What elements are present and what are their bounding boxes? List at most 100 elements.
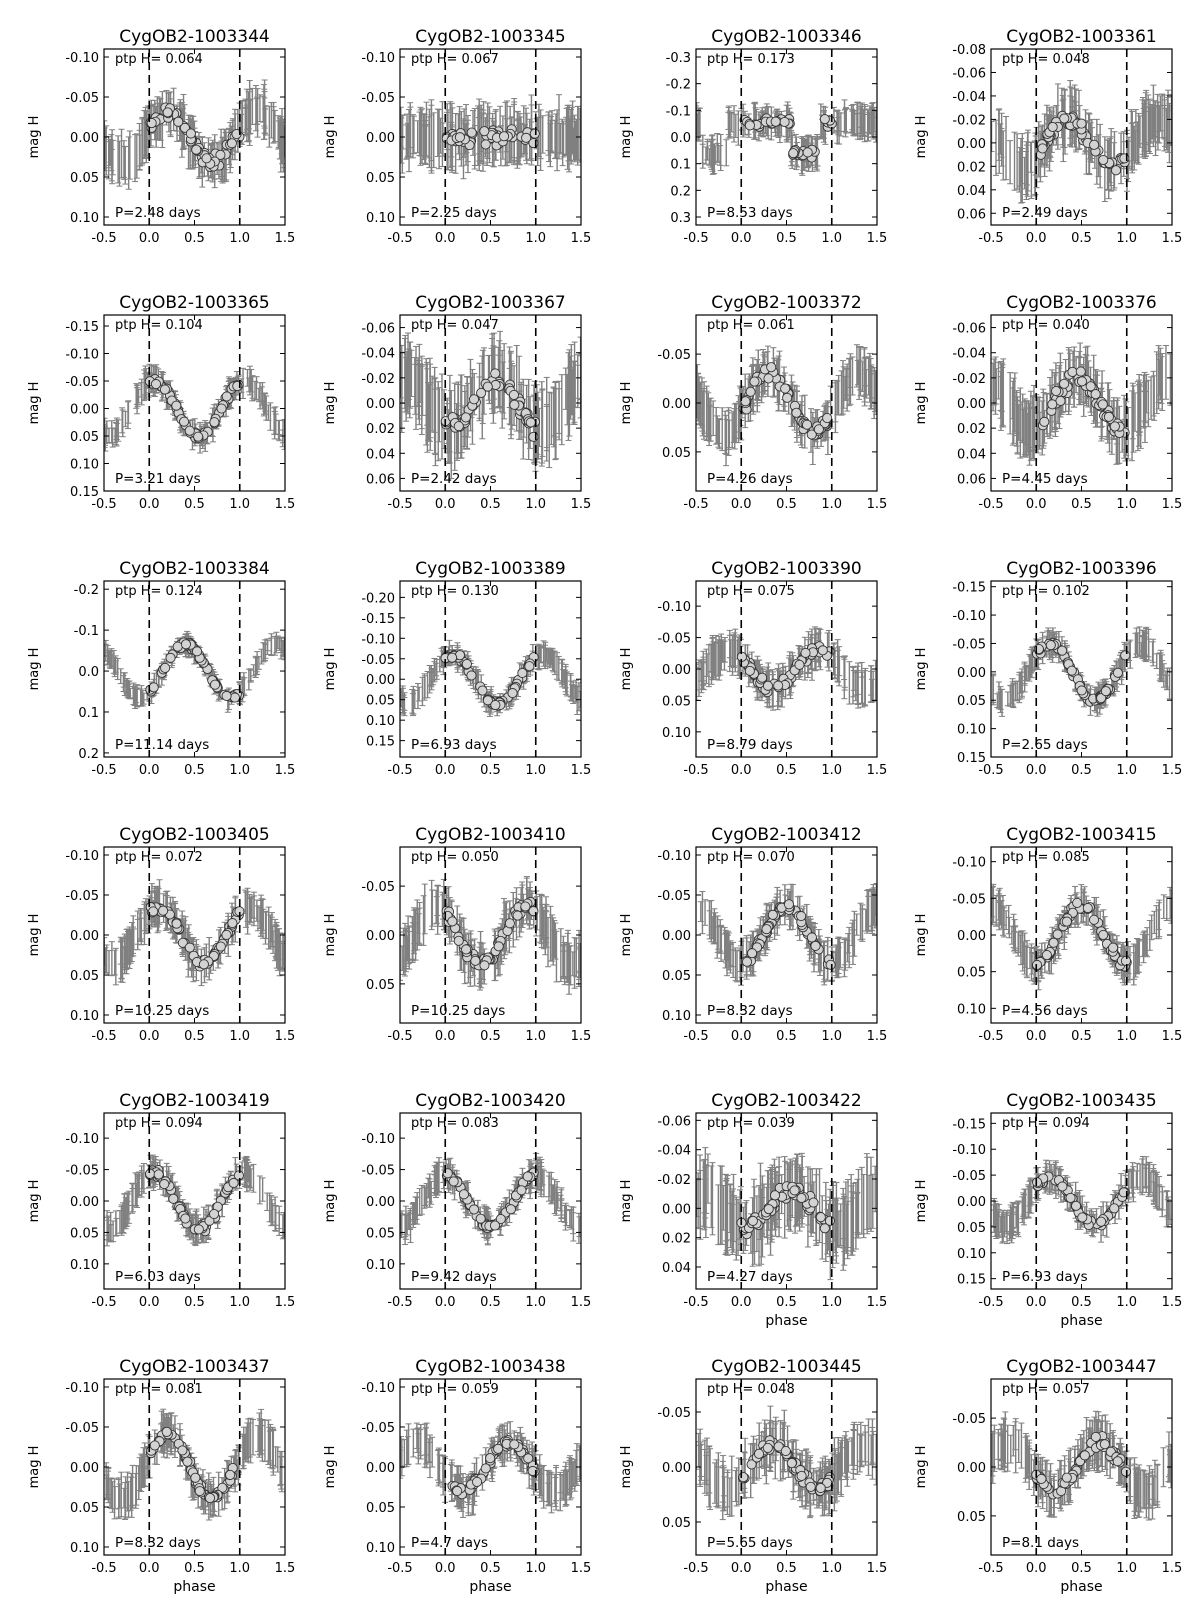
x-tick-label: 1.0 (1116, 497, 1137, 512)
data-point (180, 639, 192, 650)
y-tick-label: -0.05 (65, 91, 99, 106)
y-tick-label: 0.04 (957, 447, 986, 462)
data-point (229, 692, 240, 703)
data-point (1111, 165, 1122, 176)
x-tick-label: 0.5 (184, 497, 205, 512)
panel-title: CygOB2-1003384 (119, 559, 269, 579)
ptp-annotation: ptp H= 0.173 (707, 52, 795, 67)
y-tick-label: -0.02 (361, 372, 395, 387)
y-tick-label: 0.06 (366, 472, 395, 487)
data-point (1103, 411, 1114, 422)
data-point (201, 153, 212, 164)
data-point (770, 116, 781, 127)
data-point (460, 412, 471, 423)
panel-title: CygOB2-1003372 (711, 293, 861, 313)
data-point (806, 429, 817, 440)
x-tick-label: 0.5 (1071, 231, 1092, 246)
data-point (226, 138, 237, 149)
y-tick-label: -0.04 (952, 347, 986, 362)
data-point (179, 416, 190, 427)
data-point (791, 407, 802, 418)
data-point (1037, 143, 1048, 154)
data-layer (104, 79, 285, 190)
data-point (766, 362, 777, 373)
panel-title: CygOB2-1003365 (119, 293, 269, 313)
data-point (209, 417, 220, 428)
period-annotation: P=8.53 days (707, 205, 793, 221)
y-tick-label: -0.06 (361, 322, 395, 337)
data-point (453, 421, 464, 432)
y-tick-label: 0.1 (78, 706, 99, 721)
period-annotation: P=2.25 days (411, 205, 497, 221)
y-tick-label: -0.10 (361, 51, 395, 66)
panel-title: CygOB2-1003367 (415, 293, 565, 313)
x-tick-label: 1.5 (275, 231, 296, 246)
data-point (1059, 113, 1070, 124)
data-point (185, 128, 196, 139)
y-tick-label: 0.06 (957, 472, 986, 487)
data-point (801, 419, 813, 430)
data-point (210, 679, 221, 690)
period-annotation: P=4.45 days (1002, 471, 1088, 487)
ptp-annotation: ptp H= 0.104 (115, 318, 203, 333)
ptp-annotation: ptp H= 0.067 (411, 52, 499, 67)
y-tick-label: -0.10 (65, 348, 99, 363)
ptp-annotation: ptp H= 0.061 (707, 318, 795, 333)
y-tick-label: 0.00 (957, 397, 986, 412)
y-tick-label: 0.05 (70, 430, 99, 445)
y-axis-label: mag H (914, 116, 929, 159)
x-tick-label: 1.5 (571, 231, 592, 246)
y-tick-label: 0.05 (366, 171, 395, 186)
data-point (763, 373, 774, 384)
y-tick-label: -0.02 (952, 372, 986, 387)
data-point (482, 381, 493, 392)
data-point (745, 386, 756, 397)
y-tick-label: 0.00 (366, 397, 395, 412)
data-point (150, 379, 162, 390)
data-point (173, 116, 184, 127)
period-annotation: P=3.21 days (115, 471, 201, 487)
data-point (479, 126, 490, 137)
lightcurve-panel: CygOB2-1003367 mag H -0.5 0.0 0.5 1.0 1.5 -0.06… (323, 293, 591, 512)
data-point (740, 396, 751, 407)
data-point (216, 403, 227, 414)
lightcurve-panel: CygOB2-1003344 mag H -0.5 0.0 0.5 1.0 1.5 -0.10… (27, 27, 295, 246)
lightcurve-panel: CygOB2-1003361 mag H -0.5 0.0 0.5 1.0 1.5 -0.08… (914, 27, 1182, 246)
y-tick-label: 0.0 (78, 665, 99, 680)
data-point (215, 149, 226, 160)
data-point (191, 144, 202, 155)
y-tick-label: 0.15 (70, 485, 99, 500)
x-tick-label: -0.5 (91, 231, 116, 246)
y-tick-label: 0.05 (70, 171, 99, 186)
y-axis-label: mag H (323, 648, 338, 691)
y-axis-label: mag H (619, 116, 634, 159)
lightcurve-panel: CygOB2-1003376 mag H -0.5 0.0 0.5 1.0 1.5 -0.06… (914, 293, 1182, 512)
x-tick-label: 0.5 (184, 231, 205, 246)
panel-title: CygOB2-1003389 (415, 559, 565, 579)
data-point (1098, 154, 1109, 166)
ptp-annotation: ptp H= 0.048 (1002, 52, 1090, 67)
data-point (1085, 381, 1096, 392)
data-point (159, 384, 171, 395)
data-point (509, 399, 520, 410)
y-tick-label: -0.2 (666, 78, 691, 93)
period-annotation: P=2.42 days (411, 471, 497, 487)
data-point (744, 120, 755, 131)
x-tick-label: 1.5 (571, 497, 592, 512)
data-point (231, 129, 242, 140)
x-tick-label: 1.5 (867, 231, 888, 246)
lightcurve-panel: CygOB2-1003346 mag H -0.5 0.0 0.5 1.0 1.5 -0.3 -… (619, 27, 887, 246)
x-tick-label: 1.5 (275, 497, 296, 512)
data-point (148, 682, 159, 693)
y-tick-label: 0.2 (78, 747, 99, 762)
x-tick-label: 0.5 (184, 763, 205, 778)
y-axis-label: mag H (323, 116, 338, 159)
x-tick-label: 0.0 (139, 497, 160, 512)
data-point (184, 425, 195, 436)
data-point (819, 114, 830, 125)
x-tick-label: -0.5 (387, 497, 412, 512)
data-point (1109, 421, 1120, 432)
data-point (1047, 121, 1058, 133)
data-point (221, 690, 232, 702)
